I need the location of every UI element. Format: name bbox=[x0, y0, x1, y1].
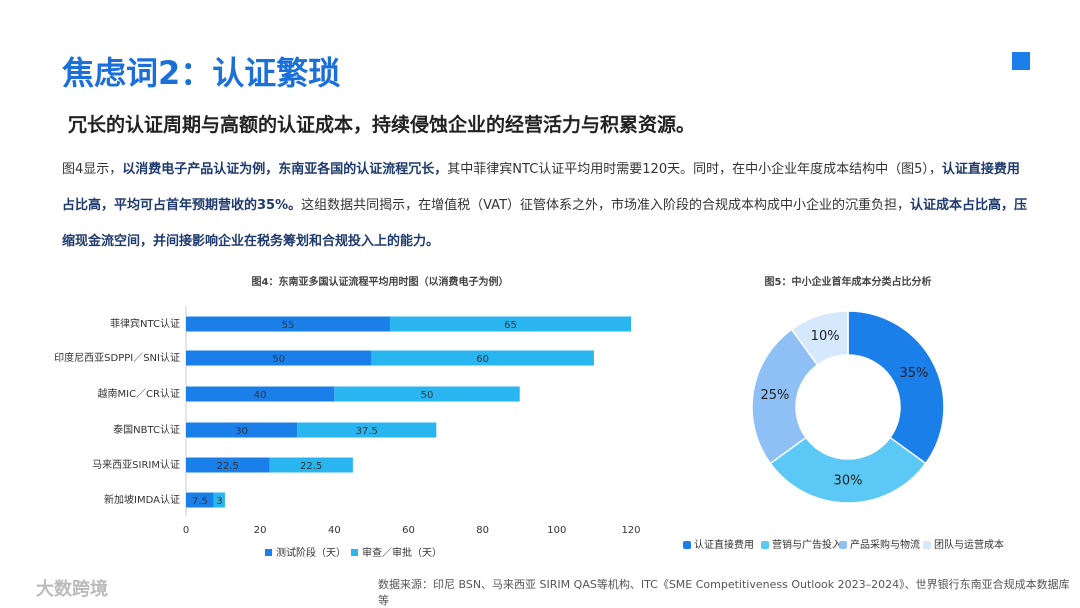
x-tick-label: 80 bbox=[476, 525, 489, 536]
y-tick-label: 印度尼西亚SDPPI／SNI认证 bbox=[54, 351, 180, 364]
donut-slice bbox=[790, 310, 849, 366]
donut-slice bbox=[769, 436, 927, 504]
data-label: 22.5 bbox=[217, 461, 239, 472]
bar bbox=[371, 350, 594, 366]
data-label: 37.5 bbox=[356, 426, 378, 437]
bar bbox=[186, 457, 270, 473]
data-label: 50 bbox=[272, 354, 285, 365]
legend-label: 认证直接费用 bbox=[694, 538, 754, 551]
bar bbox=[186, 422, 298, 438]
x-tick-label: 40 bbox=[328, 525, 341, 536]
bar bbox=[186, 386, 335, 402]
logo: 大数跨境 bbox=[36, 579, 108, 600]
decor-square bbox=[1012, 52, 1030, 70]
chart-title: 图5：中小企业首年成本分类占比分析 bbox=[765, 275, 932, 288]
legend-label: 团队与运营成本 bbox=[934, 538, 1004, 551]
data-label: 60 bbox=[476, 354, 489, 365]
y-tick-label: 泰国NBTC认证 bbox=[113, 423, 180, 436]
legend-label: 测试阶段（天） bbox=[276, 546, 346, 559]
y-tick-label: 越南MIC／CR认证 bbox=[98, 387, 181, 400]
legend-marker bbox=[923, 541, 931, 549]
y-tick-label: 菲律宾NTC认证 bbox=[110, 317, 180, 330]
x-tick-label: 120 bbox=[621, 525, 640, 536]
bar bbox=[186, 350, 372, 366]
data-label: 40 bbox=[254, 390, 267, 401]
donut-slice bbox=[847, 310, 945, 465]
legend-marker bbox=[761, 541, 769, 549]
legend-label: 审查／审批（天） bbox=[362, 546, 442, 559]
source: 数据来源：印尼 BSN、马来西亚 SIRIM QAS等机构、ITC《SME Co… bbox=[378, 578, 1070, 607]
legend-marker bbox=[839, 541, 847, 549]
x-tick-label: 20 bbox=[254, 525, 267, 536]
text-run: 认证直接费用占比高，平均可占首年预期营收的35%。 bbox=[62, 162, 1020, 213]
subtitle: 冗长的认证周期与高额的认证成本，持续侵蚀企业的经营活力与积累资源。 bbox=[68, 114, 696, 136]
x-tick-label: 60 bbox=[402, 525, 415, 536]
chart-title: 图4：东南亚多国认证流程平均用时图（以消费电子为例） bbox=[252, 275, 509, 288]
legend-marker bbox=[683, 541, 691, 549]
data-label: 50 bbox=[421, 390, 434, 401]
x-tick-label: 0 bbox=[183, 525, 189, 536]
data-label: 55 bbox=[282, 320, 295, 331]
paragraph: 图4显示，以消费电子产品认证为例，东南亚各国的认证流程冗长，其中菲律宾NTC认证… bbox=[62, 152, 1032, 260]
text-run: 其中菲律宾NTC认证平均用时需要120天。同时，在中小企业年度成本结构中（图5）… bbox=[447, 162, 942, 177]
legend-marker bbox=[351, 549, 358, 556]
legend-label: 营销与广告投入 bbox=[772, 538, 842, 551]
bar bbox=[389, 316, 631, 332]
bar bbox=[186, 316, 390, 332]
slide-title: 焦虑词2：认证繁琐 bbox=[62, 54, 341, 92]
legend-marker bbox=[265, 549, 272, 556]
x-tick-label: 100 bbox=[547, 525, 566, 536]
data-label: 25% bbox=[760, 388, 789, 403]
donut-slice bbox=[751, 328, 819, 465]
data-label: 3 bbox=[216, 496, 222, 507]
bar bbox=[297, 422, 437, 438]
legend-label: 产品采购与物流 bbox=[850, 538, 920, 551]
text-run: 认证成本占比高，压缩现金流空间，并间接影响企业在税务筹划和合规投入上的能力。 bbox=[62, 198, 1028, 249]
data-label: 30% bbox=[834, 474, 863, 489]
y-tick-label: 马来西亚SIRIM认证 bbox=[92, 458, 180, 471]
data-label: 35% bbox=[899, 366, 928, 381]
data-label: 30 bbox=[235, 426, 248, 437]
text-run: 以消费电子产品认证为例，东南亚各国的认证流程冗长， bbox=[122, 162, 448, 177]
bar bbox=[213, 492, 225, 508]
data-label: 7.5 bbox=[192, 496, 208, 507]
text-run: 这组数据共同揭示，在增值税（VAT）征管体系之外，市场准入阶段的合规成本构成中小… bbox=[301, 198, 911, 213]
bar bbox=[186, 492, 214, 508]
bar bbox=[334, 386, 520, 402]
bar bbox=[269, 457, 353, 473]
text-run: 图4显示， bbox=[62, 162, 123, 177]
data-label: 22.5 bbox=[300, 461, 322, 472]
data-label: 65 bbox=[504, 320, 517, 331]
data-label: 10% bbox=[811, 329, 840, 344]
y-tick-label: 新加坡IMDA认证 bbox=[104, 493, 180, 506]
